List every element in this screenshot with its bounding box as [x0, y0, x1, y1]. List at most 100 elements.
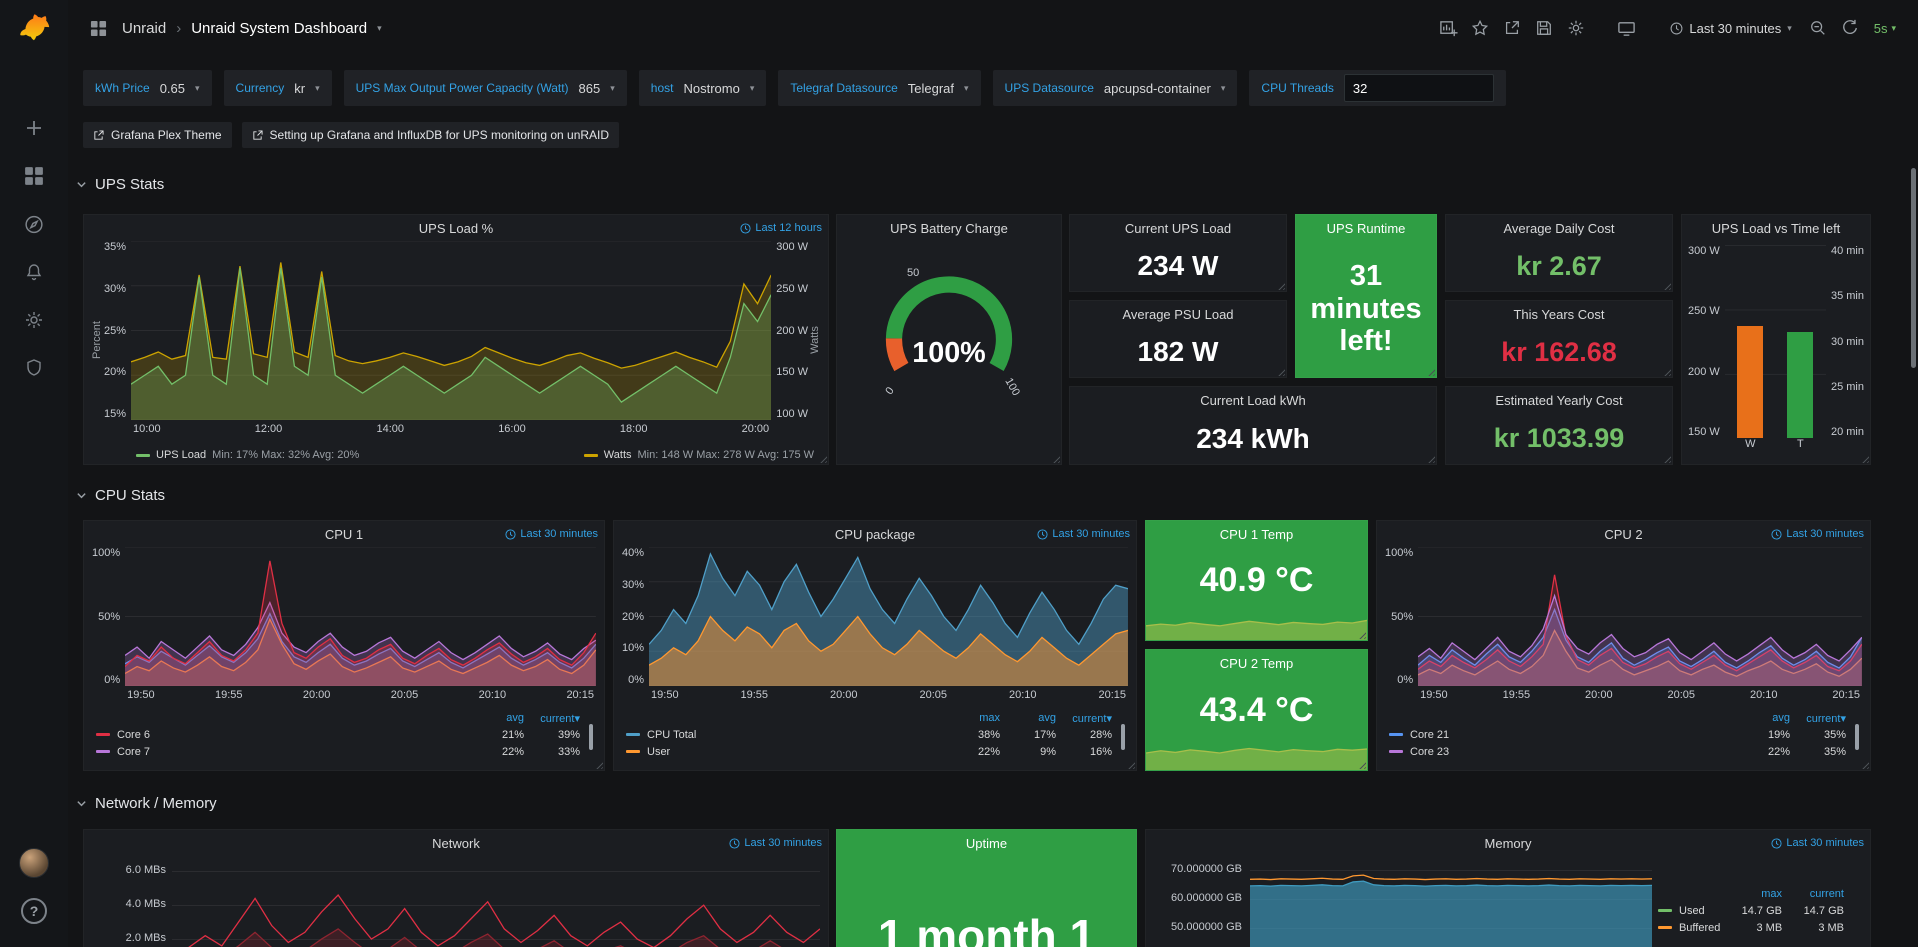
variable-telegraf-datasource[interactable]: Telegraf Datasource Telegraf ▾: [778, 70, 981, 106]
panel-title[interactable]: Estimated Yearly Cost: [1495, 392, 1623, 408]
resize-handle[interactable]: [818, 454, 827, 463]
legend-column-current[interactable]: current▾: [540, 712, 580, 725]
legend-series-name[interactable]: Watts: [603, 449, 632, 461]
dashboards-button[interactable]: [24, 166, 44, 186]
panel-title[interactable]: CPU 1: [324, 526, 364, 542]
resize-handle[interactable]: [1662, 454, 1671, 463]
grafana-logo[interactable]: [15, 10, 53, 48]
panel-title[interactable]: This Years Cost: [1513, 306, 1605, 322]
legend-series-name[interactable]: UPS Load: [156, 449, 207, 461]
time-range-picker[interactable]: Last 30 minutes ▾: [1662, 14, 1799, 42]
server-admin-button[interactable]: [24, 358, 44, 378]
panel-title[interactable]: Average PSU Load: [1122, 306, 1234, 322]
share-button[interactable]: [1498, 14, 1526, 42]
avatar[interactable]: [19, 848, 49, 878]
star-button[interactable]: [1466, 14, 1494, 42]
legend-series-name[interactable]: Core 7: [117, 745, 151, 758]
y-axis-labels-right: 40 min 35 min 30 min 25 min 20 min: [1830, 245, 1864, 438]
legend-series-name[interactable]: Core 23: [1410, 745, 1450, 758]
resize-handle[interactable]: [1126, 760, 1135, 769]
resize-handle[interactable]: [1860, 760, 1869, 769]
legend-series-name[interactable]: Core 6: [117, 728, 151, 741]
resize-handle[interactable]: [1662, 367, 1671, 376]
legend-scrollbar[interactable]: [1855, 724, 1859, 750]
legend-series-name[interactable]: Buffered: [1678, 921, 1721, 934]
panel-title[interactable]: Average Daily Cost: [1503, 220, 1615, 236]
variable-kwh-price[interactable]: kWh Price 0.65 ▾: [83, 70, 212, 106]
panel-title[interactable]: Current UPS Load: [1124, 220, 1232, 236]
row-header-cpu-stats[interactable]: CPU Stats: [76, 487, 165, 504]
panel-title[interactable]: CPU 1 Temp: [1219, 526, 1294, 542]
resize-handle[interactable]: [1276, 367, 1285, 376]
legend-series-name[interactable]: User: [647, 745, 671, 758]
panel-title[interactable]: CPU 2: [1604, 526, 1643, 542]
row-header-network-memory[interactable]: Network / Memory: [76, 795, 217, 812]
zoom-out-button[interactable]: [1804, 14, 1832, 42]
resize-handle[interactable]: [1662, 281, 1671, 290]
legend-row: Used 14.7 GB 14.7 GB: [1658, 902, 1848, 919]
legend-column-current[interactable]: current▾: [1806, 712, 1846, 725]
panel-title[interactable]: UPS Runtime: [1326, 220, 1406, 236]
legend-column-max[interactable]: max: [979, 712, 1000, 724]
legend-series-name[interactable]: Used: [1679, 904, 1705, 917]
resize-handle[interactable]: [594, 760, 603, 769]
resize-handle[interactable]: [1860, 454, 1869, 463]
legend-series-name[interactable]: Core 21: [1410, 728, 1450, 741]
dashboard-link-grafana-plex-theme[interactable]: Grafana Plex Theme: [83, 122, 232, 148]
panel-title[interactable]: Network: [432, 835, 480, 851]
panel-title[interactable]: CPU package: [834, 526, 916, 542]
legend-column-avg[interactable]: avg: [506, 712, 524, 724]
panel-title[interactable]: UPS Battery Charge: [890, 220, 1008, 236]
legend-column-avg[interactable]: avg: [1772, 712, 1790, 724]
panel-title[interactable]: Uptime: [965, 835, 1008, 851]
panel-title[interactable]: UPS Load %: [418, 220, 494, 236]
page-scrollbar[interactable]: [1911, 168, 1916, 368]
alerting-button[interactable]: [24, 262, 44, 282]
variable-currency[interactable]: Currency kr ▾: [223, 70, 332, 106]
legend-scrollbar[interactable]: [1121, 724, 1125, 750]
x-axis-labels: 10:00 12:00 14:00 16:00 18:00 20:00: [133, 423, 770, 435]
cpu-threads-input[interactable]: [1343, 74, 1494, 102]
legend-row: Core 7 22% 33%: [96, 743, 596, 760]
explore-button[interactable]: [24, 214, 45, 235]
legend-scrollbar[interactable]: [589, 724, 593, 750]
resize-handle[interactable]: [1426, 454, 1435, 463]
title-caret-icon[interactable]: ▾: [377, 22, 382, 33]
legend-column-avg[interactable]: avg: [1038, 712, 1056, 724]
resize-handle[interactable]: [1357, 630, 1366, 639]
variable-value: 0.65: [159, 80, 185, 96]
legend-item: UPS Load Min: 17% Max: 32% Avg: 20%: [136, 449, 359, 461]
legend-series-name[interactable]: CPU Total: [647, 728, 697, 741]
legend-column-current[interactable]: current: [1809, 888, 1844, 900]
time-badge: Last 30 minutes: [1771, 528, 1864, 540]
refresh-button[interactable]: [1836, 14, 1864, 42]
legend-column-max[interactable]: max: [1761, 888, 1782, 900]
resize-handle[interactable]: [1051, 454, 1060, 463]
help-button[interactable]: ?: [21, 898, 47, 924]
create-button[interactable]: [24, 118, 44, 138]
panel-title[interactable]: Memory: [1484, 835, 1532, 851]
gauge-value: 100%: [912, 337, 986, 369]
dashboard-link-ups-monitoring-guide[interactable]: Setting up Grafana and InfluxDB for UPS …: [241, 122, 620, 148]
page-title[interactable]: Unraid System Dashboard: [191, 19, 368, 37]
refresh-interval-picker[interactable]: 5s ▾: [1868, 14, 1902, 42]
breadcrumb-app[interactable]: Unraid: [122, 19, 167, 37]
legend-column-current[interactable]: current▾: [1072, 712, 1112, 725]
row-header-ups-stats[interactable]: UPS Stats: [76, 176, 164, 193]
legend-row: Buffered 3 MB 3 MB: [1658, 919, 1848, 936]
tv-mode-button[interactable]: [1612, 14, 1640, 42]
variable-label: UPS Max Output Power Capacity (Watt): [355, 81, 569, 95]
save-button[interactable]: [1530, 14, 1558, 42]
add-panel-button[interactable]: [1434, 14, 1462, 42]
resize-handle[interactable]: [1357, 760, 1366, 769]
panel-title[interactable]: UPS Load vs Time left: [1711, 220, 1841, 236]
variable-host[interactable]: host Nostromo ▾: [638, 70, 767, 106]
configuration-button[interactable]: [24, 310, 44, 330]
variable-ups-max-output[interactable]: UPS Max Output Power Capacity (Watt) 865…: [343, 70, 627, 106]
variable-ups-datasource[interactable]: UPS Datasource apcupsd-container ▾: [992, 70, 1238, 106]
panel-title[interactable]: CPU 2 Temp: [1219, 655, 1294, 671]
dashboard-settings-button[interactable]: [1562, 14, 1590, 42]
panel-title[interactable]: Current Load kWh: [1200, 392, 1306, 408]
resize-handle[interactable]: [1426, 367, 1435, 376]
resize-handle[interactable]: [1276, 281, 1285, 290]
